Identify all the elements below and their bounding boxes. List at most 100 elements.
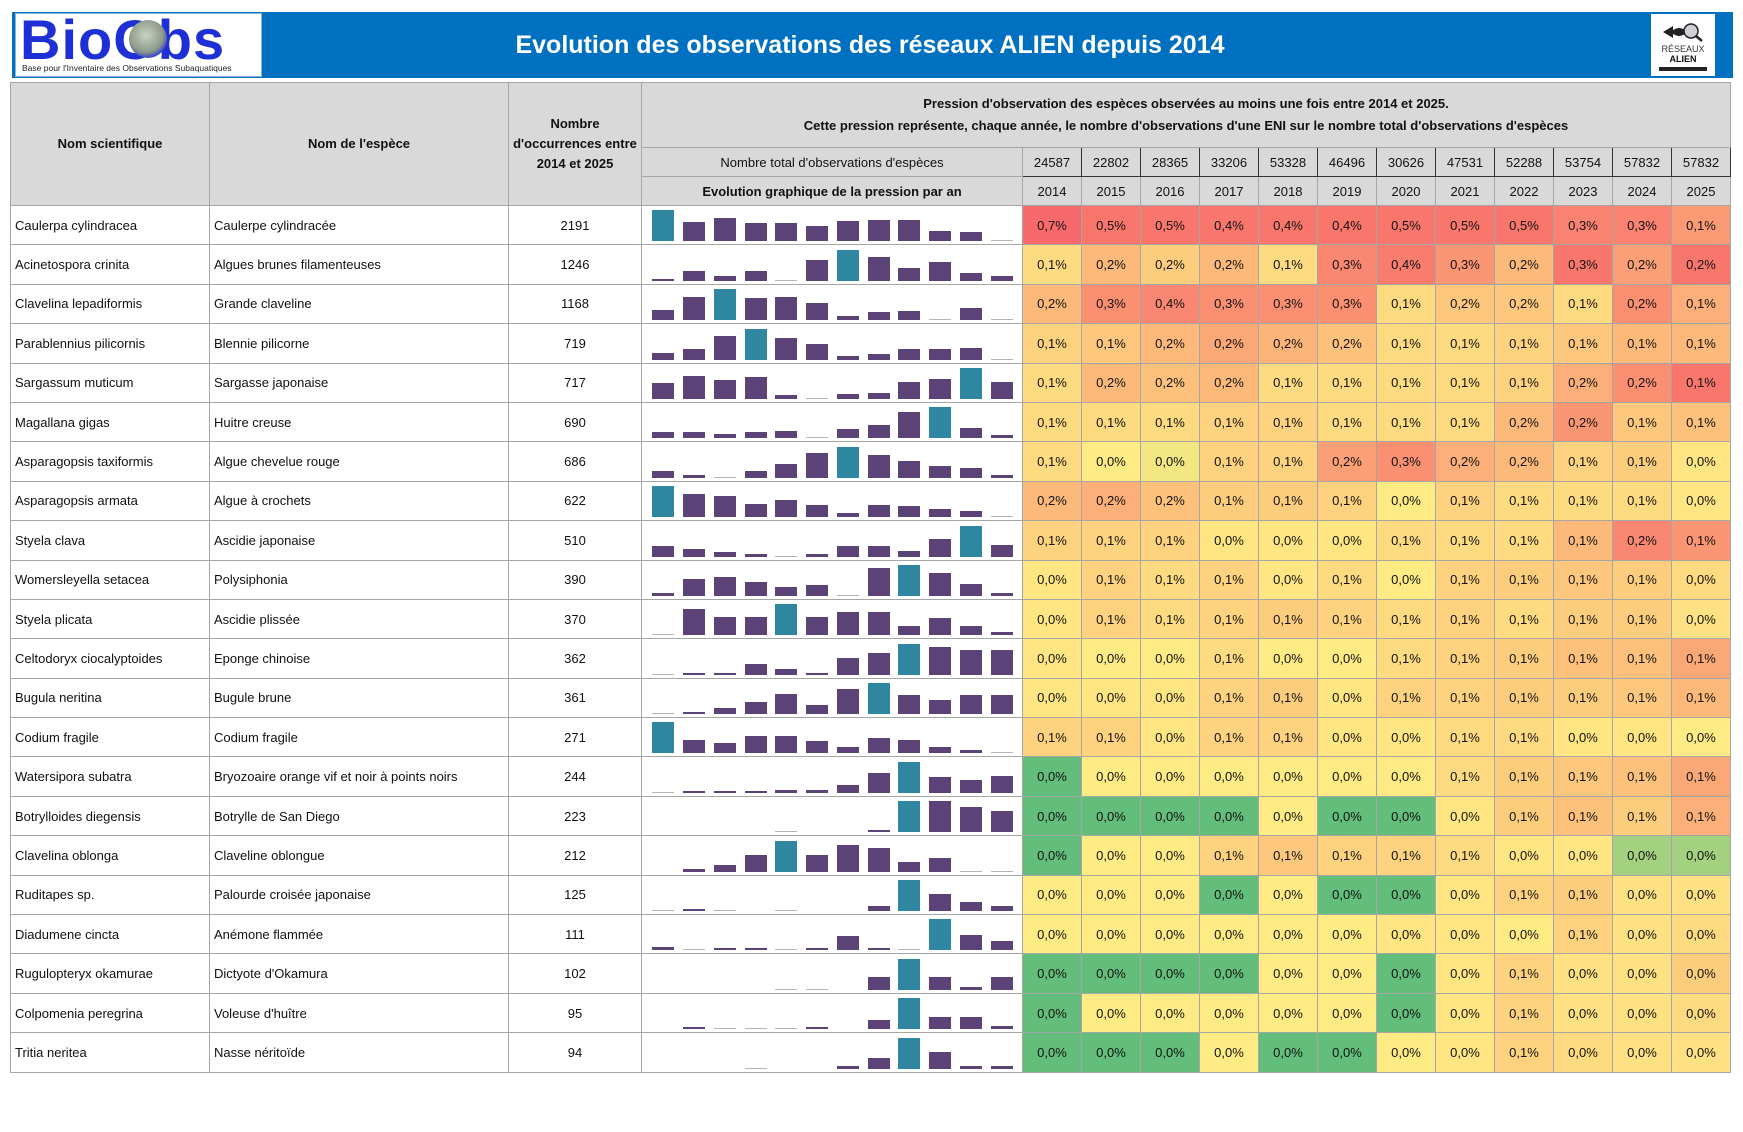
spark-bar-2025 <box>990 544 1013 557</box>
pressure-cell-2015: 0,0% <box>1081 992 1141 1034</box>
common-name: Bugule brune <box>209 677 509 719</box>
spark-bar-2021 <box>867 1057 890 1069</box>
pressure-cell-2019: 0,3% <box>1317 244 1377 285</box>
pressure-cell-2020: 0,1% <box>1376 835 1436 876</box>
occurrence-count: 361 <box>508 677 642 719</box>
total-observations-2022: 52288 <box>1494 147 1554 177</box>
pressure-cell-2014: 0,0% <box>1022 756 1082 797</box>
spark-bar-2015 <box>683 949 706 951</box>
scientific-name: Codium fragile <box>10 717 210 758</box>
pressure-cell-2023: 0,0% <box>1553 717 1613 758</box>
pressure-cell-2021: 0,1% <box>1435 598 1495 640</box>
sparkline-chart <box>648 997 1016 1030</box>
pressure-cell-2018: 0,1% <box>1258 480 1318 522</box>
table-row: Clavelina lepadiformis Grande claveline 11… <box>10 283 1731 325</box>
pressure-cell-2022: 0,1% <box>1494 480 1554 522</box>
total-observations-2021: 47531 <box>1435 147 1495 177</box>
occurrence-count: 719 <box>508 323 642 364</box>
pressure-cell-2014: 0,1% <box>1022 362 1082 403</box>
pressure-cell-2022: 0,1% <box>1494 874 1554 916</box>
pressure-cell-2016: 0,0% <box>1140 638 1200 679</box>
pressure-cell-2020: 0,0% <box>1376 953 1436 994</box>
spark-bar-2025 <box>990 592 1013 596</box>
pressure-cell-2014: 0,0% <box>1022 953 1082 994</box>
pressure-cell-2024: 0,2% <box>1612 520 1672 561</box>
spark-bar-2014 <box>652 947 675 951</box>
spark-bar-2018 <box>775 395 798 399</box>
pressure-cell-2019: 0,0% <box>1317 1032 1377 1073</box>
spark-bar-2023 <box>929 893 952 912</box>
occurrence-count: 622 <box>508 480 642 522</box>
pressure-cell-2022: 0,2% <box>1494 244 1554 285</box>
spark-bar-2025 <box>990 358 1013 360</box>
spark-bar-2018 <box>775 430 798 439</box>
scientific-name: Bugula neritina <box>10 677 210 719</box>
spark-bar-2015 <box>683 869 706 872</box>
pressure-cell-2024: 0,1% <box>1612 638 1672 679</box>
pressure-cell-2025: 0,0% <box>1671 835 1731 876</box>
spark-bar-2015 <box>683 909 706 912</box>
spark-bar-2024 <box>959 901 982 912</box>
pressure-cell-2014: 0,7% <box>1022 204 1082 246</box>
spark-bar-2024 <box>959 1065 982 1069</box>
spark-bar-2019 <box>806 259 829 281</box>
pressure-cell-2022: 0,1% <box>1494 638 1554 679</box>
sparkline-chart <box>648 524 1016 557</box>
pressure-cell-2023: 0,2% <box>1553 401 1613 443</box>
pressure-cell-2018: 0,1% <box>1258 598 1318 640</box>
spark-bar-2023 <box>929 230 952 242</box>
pressure-cell-2019: 0,1% <box>1317 835 1377 876</box>
pressure-cell-2021: 0,0% <box>1435 795 1495 837</box>
pressure-cell-2025: 0,0% <box>1671 914 1731 955</box>
pressure-cell-2014: 0,0% <box>1022 914 1082 955</box>
spark-bar-2018 <box>775 988 798 990</box>
spark-bar-2018 <box>775 790 798 793</box>
pressure-cell-2019: 0,3% <box>1317 283 1377 325</box>
spark-bar-2014 <box>652 593 675 596</box>
spark-bar-2022 <box>898 739 921 754</box>
pressure-cell-2021: 0,2% <box>1435 283 1495 325</box>
pressure-cell-2021: 0,1% <box>1435 520 1495 561</box>
spark-bar-2023 <box>929 618 952 636</box>
pressure-cell-2020: 0,1% <box>1376 323 1436 364</box>
table-row: Tritia neritea Nasse néritoïde 94 0,0% 0,0% 0… <box>10 1032 1731 1073</box>
spark-bar-2018 <box>775 840 798 872</box>
table-row: Asparagopsis armata Algue à crochets 622 0,… <box>10 480 1731 522</box>
occurrence-count: 1246 <box>508 244 642 285</box>
pressure-cell-2021: 0,1% <box>1435 835 1495 876</box>
sparkline-chart <box>648 564 1016 596</box>
spark-bar-2025 <box>990 810 1013 833</box>
spark-bar-2022 <box>898 958 921 990</box>
pressure-cell-2019: 0,1% <box>1317 362 1377 403</box>
spark-bar-2019 <box>806 397 829 399</box>
pressure-cell-2022: 0,1% <box>1494 756 1554 797</box>
spark-bar-2019 <box>806 988 829 990</box>
pressure-cell-2016: 0,2% <box>1140 480 1200 522</box>
pressure-cell-2023: 0,0% <box>1553 953 1613 994</box>
sparkline-cell <box>641 874 1023 916</box>
total-observations-2017: 33206 <box>1199 147 1259 177</box>
sparkline-chart <box>648 327 1016 360</box>
spark-bar-2025 <box>990 906 1013 912</box>
spark-bar-2014 <box>652 546 675 557</box>
sparkline-cell <box>641 638 1023 679</box>
pressure-cell-2019: 0,0% <box>1317 638 1377 679</box>
spark-bar-2021 <box>867 612 890 636</box>
spark-bar-2017 <box>744 504 767 518</box>
spark-bar-2024 <box>959 307 982 321</box>
pressure-cell-2023: 0,1% <box>1553 480 1613 522</box>
pressure-cell-2024: 0,2% <box>1612 283 1672 325</box>
spark-bar-2023 <box>929 857 952 872</box>
sparkline-chart <box>648 682 1016 715</box>
scientific-name: Parablennius pilicornis <box>10 323 210 364</box>
pressure-cell-2016: 0,4% <box>1140 283 1200 325</box>
pressure-cell-2017: 0,1% <box>1199 441 1259 482</box>
bioobs-logo: BioObs Base pour l'Inventaire des Observ… <box>15 10 262 77</box>
pressure-cell-2025: 0,0% <box>1671 598 1731 640</box>
spark-bar-2020 <box>836 394 859 399</box>
pressure-cell-2018: 0,2% <box>1258 323 1318 364</box>
spark-bar-2019 <box>806 504 829 518</box>
pressure-cell-2021: 0,1% <box>1435 559 1495 600</box>
pressure-cell-2016: 0,0% <box>1140 1032 1200 1073</box>
spark-bar-2016 <box>713 910 736 912</box>
